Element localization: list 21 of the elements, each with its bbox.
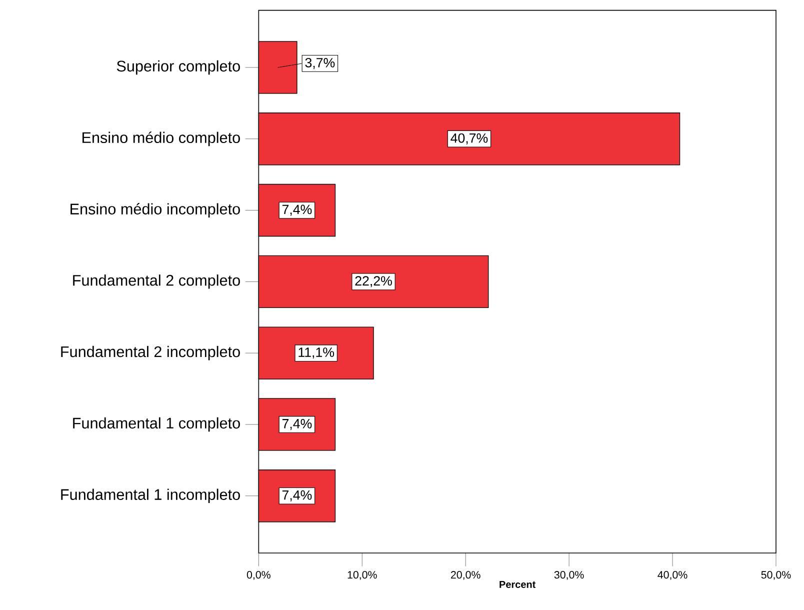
data-label: 11,1% xyxy=(298,348,334,359)
x-tick-label: 10,0% xyxy=(348,571,377,580)
data-label: 3,7% xyxy=(305,58,335,69)
data-label: 7,4% xyxy=(282,418,312,430)
y-tick-label: Ensino médio completo xyxy=(82,132,240,146)
y-tick-label: Fundamental 1 completo xyxy=(73,417,240,432)
y-tick-label: Ensino médio incompleto xyxy=(70,203,240,218)
x-axis-title: Percent xyxy=(500,581,536,588)
x-tick-label: 40,0% xyxy=(658,571,688,580)
x-tick-label: 30,0% xyxy=(554,571,584,580)
data-label: 22,2% xyxy=(355,276,392,288)
x-tick-label: 0,0% xyxy=(246,571,270,580)
data-label: 40,7% xyxy=(450,133,488,144)
x-tick-label: 20,0% xyxy=(451,571,480,580)
y-tick-label: Fundamental 2 completo xyxy=(73,274,240,289)
y-tick-label: Fundamental 2 incompleto xyxy=(61,346,240,360)
y-tick-label: Superior completo xyxy=(116,60,240,75)
data-label: 7,4% xyxy=(282,204,312,216)
y-tick-label: Fundamental 1 incompleto xyxy=(61,488,240,504)
data-label: 7,4% xyxy=(282,490,312,502)
x-tick-label: 50,0% xyxy=(761,571,791,580)
